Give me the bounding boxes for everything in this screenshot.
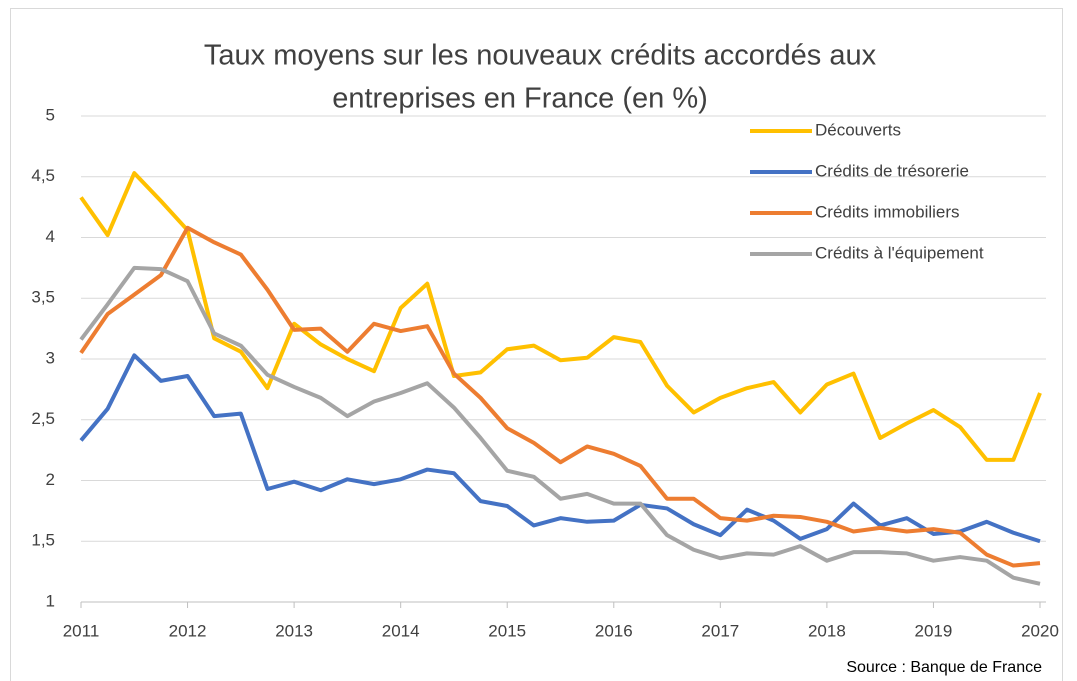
x-tick-label: 2014 xyxy=(382,621,420,640)
x-tick-label: 2012 xyxy=(169,621,207,640)
x-tick-label: 2013 xyxy=(275,621,313,640)
chart-frame xyxy=(10,8,1063,681)
y-tick-label: 1 xyxy=(46,591,55,610)
y-tick-label: 5 xyxy=(46,105,55,124)
y-tick-label: 3,5 xyxy=(31,288,55,307)
x-tick-label: 2011 xyxy=(63,621,100,640)
y-tick-label: 4 xyxy=(46,227,55,246)
x-tick-label: 2018 xyxy=(808,621,846,640)
legend-label: Crédits immobiliers xyxy=(815,202,960,221)
y-tick-label: 2 xyxy=(46,470,55,489)
legend-label: Crédits à l'équipement xyxy=(815,243,984,262)
y-tick-label: 3 xyxy=(46,348,55,367)
series-line xyxy=(79,353,1041,544)
legend-label: Découverts xyxy=(815,120,901,139)
chart-title: Taux moyens sur les nouveaux crédits acc… xyxy=(204,40,877,72)
series-line xyxy=(79,265,1041,586)
y-tick-label: 4,5 xyxy=(31,166,55,185)
chart-title: entreprises en France (en %) xyxy=(332,83,708,115)
x-tick-label: 2015 xyxy=(488,621,526,640)
x-tick-label: 2017 xyxy=(701,621,739,640)
source: Source : Banque de France xyxy=(846,659,1042,676)
series-line xyxy=(79,225,1041,568)
x-tick-label: 2016 xyxy=(595,621,633,640)
x-tick-label: 2019 xyxy=(915,621,953,640)
y-tick-label: 1,5 xyxy=(31,531,55,550)
y-tick-label: 2,5 xyxy=(31,409,55,428)
series-line xyxy=(79,171,1042,462)
x-tick-label: 2020 xyxy=(1021,621,1059,640)
legend-label: Crédits de trésorerie xyxy=(815,161,969,180)
